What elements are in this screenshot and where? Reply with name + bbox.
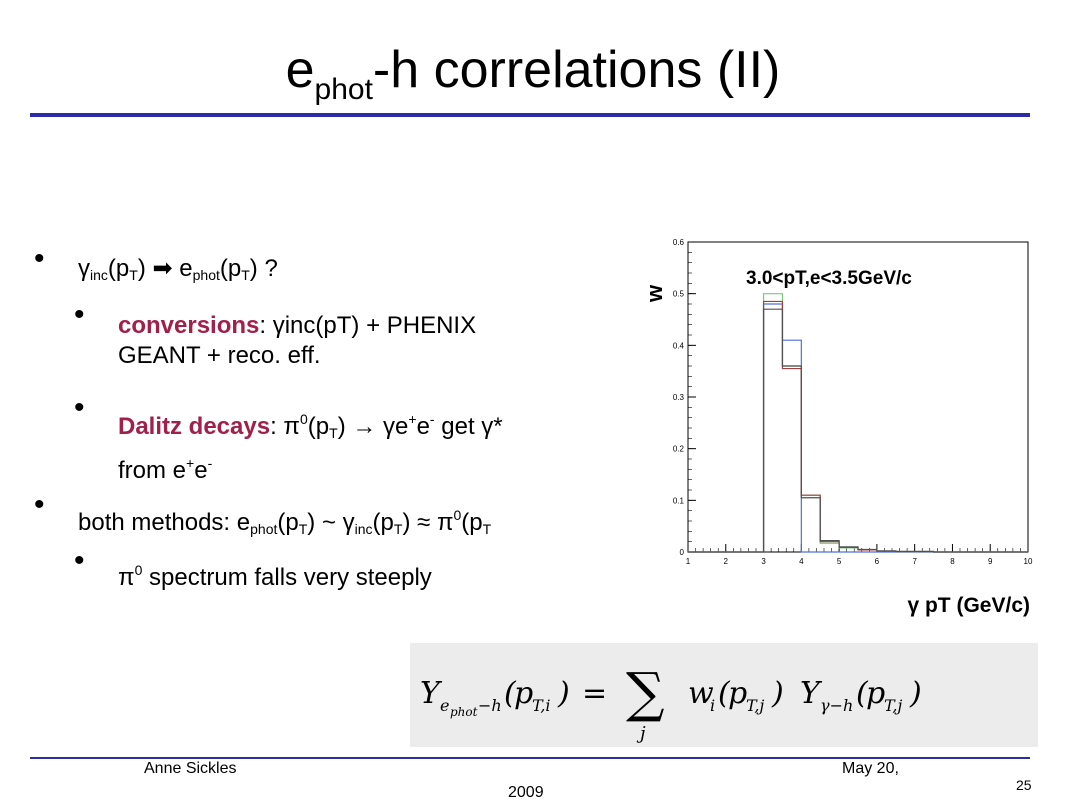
svg-text:p: p (866, 676, 885, 711)
svg-text:): ) (771, 676, 784, 711)
svg-text:−h: −h (478, 696, 502, 715)
y-axis-label: w (642, 284, 667, 303)
x-tick-label: 4 (799, 557, 804, 566)
svg-text:p: p (514, 676, 533, 711)
svg-text:): ) (557, 676, 570, 711)
formula-svg: Y e phot −h ( p T,i ) = ∑ j w i ( p T,j … (420, 661, 922, 744)
svg-text:e: e (440, 696, 449, 715)
y-tick-label: 0.5 (673, 290, 685, 299)
x-tick-label: 7 (912, 557, 917, 566)
svg-text:T,j: T,j (884, 696, 902, 715)
svg-text:Y: Y (420, 676, 443, 711)
svg-text:phot: phot (450, 705, 478, 719)
svg-text:γ−h: γ−h (820, 696, 853, 715)
svg-text:(: ( (504, 676, 517, 711)
x-tick-label: 8 (950, 557, 955, 566)
footer-date-line1: May 20, (842, 760, 899, 777)
bullet-dot: • (74, 391, 85, 424)
svg-text:w: w (688, 676, 714, 711)
x-tick-label: 1 (686, 557, 691, 566)
slide-title: ephot-h correlations (II) (285, 41, 781, 106)
y-tick-label: 0.2 (673, 445, 685, 454)
x-tick-label: 9 (988, 557, 993, 566)
x-tick-label: 2 (724, 557, 729, 566)
title-divider (30, 113, 1030, 117)
svg-text:=: = (582, 676, 607, 711)
svg-text:p: p (728, 676, 747, 711)
x-tick-label: 5 (837, 557, 842, 566)
bullet-both-methods: both methods: ephot(pT) ~ γinc(pT) ≈ π0(… (78, 507, 492, 537)
x-tick-label: 10 (1024, 557, 1033, 566)
svg-text:Y: Y (800, 676, 823, 711)
formula-box: Y e phot −h ( p T,i ) = ∑ j w i ( p T,j … (410, 643, 1038, 747)
plot-frame (687, 241, 1029, 553)
svg-text:i: i (710, 696, 715, 715)
page-number: 25 (1016, 777, 1032, 793)
x-tick-label: 6 (875, 557, 880, 566)
svg-text:T,j: T,j (746, 696, 764, 715)
y-tick-label: 0.4 (673, 341, 685, 350)
histogram-series (688, 308, 1028, 553)
histogram-svg: 0 0.1 0.2 0.3 0.4 0.5 0.6 1 2 3 4 5 6 7 8 9 10 3.0<pT,e<3… (642, 238, 1033, 617)
bullet-dot: • (74, 544, 85, 577)
bullet-gamma-to-ephot: γinc(pT) ➡ ephot(pT) ? (78, 255, 278, 283)
svg-text:j: j (636, 723, 646, 744)
x-axis-label: γ pT (GeV/c) (907, 594, 1030, 617)
y-tick-label: 0.1 (673, 496, 685, 505)
footer-divider (30, 757, 1030, 759)
y-tick-label: 0.6 (673, 238, 685, 247)
x-tick-label: 3 (761, 557, 766, 566)
bullet-dot: • (34, 488, 45, 521)
svg-text:T,i: T,i (532, 696, 551, 715)
svg-text:∑: ∑ (626, 661, 665, 724)
bullet-dot: • (74, 298, 85, 331)
svg-text:(: ( (856, 676, 869, 711)
bullet-dalitz: Dalitz decays: π0(pT) → γe+e- get γ* from… (118, 411, 503, 484)
bullet-pi0-spectrum: π0 spectrum falls very steeply (118, 562, 432, 591)
bullet-dot: • (34, 242, 45, 275)
correlation-formula: Y e phot −h ( p T,i ) = ∑ j w i ( p T,j … (410, 643, 1038, 747)
chart-title: 3.0<pT,e<3.5GeV/c (746, 268, 912, 289)
svg-text:): ) (909, 676, 922, 711)
weight-histogram: 0 0.1 0.2 0.3 0.4 0.5 0.6 1 2 3 4 5 6 7 8 9 10 3.0<pT,e<3… (640, 230, 1050, 630)
y-tick-label: 0.3 (673, 393, 685, 402)
footer-author: Anne Sickles (144, 760, 237, 777)
svg-text:(: ( (718, 676, 731, 711)
footer-date-line2: 2009 (508, 784, 544, 801)
y-tick-label: 0 (680, 548, 685, 557)
bullet-conversions: conversions: γinc(pT) + PHENIX GEANT + re… (118, 312, 477, 369)
